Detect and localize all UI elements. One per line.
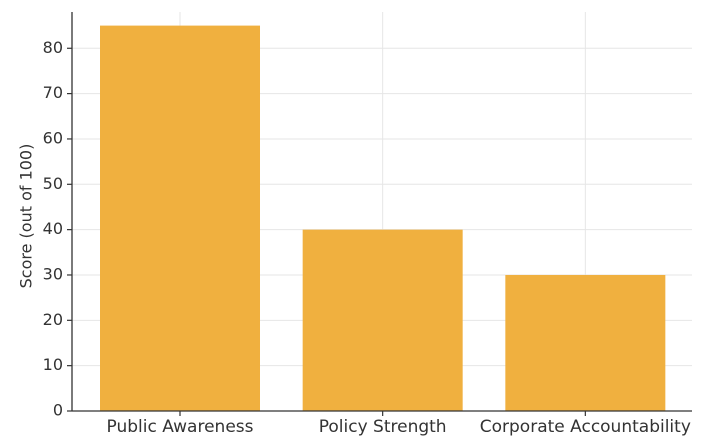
y-tick-label: 30 xyxy=(43,264,63,283)
y-ticks: 0 10 20 30 40 50 60 70 80 xyxy=(43,38,72,420)
x-category-label: Corporate Accountability xyxy=(480,417,691,437)
y-tick-label: 70 xyxy=(43,83,63,102)
y-tick-label: 10 xyxy=(43,355,63,374)
bars xyxy=(100,25,666,412)
x-category-label: Public Awareness xyxy=(107,417,254,437)
x-category-labels: Public Awareness Policy Strength Corporate… xyxy=(107,411,691,437)
bar xyxy=(100,25,260,412)
bar xyxy=(302,229,463,411)
y-tick-label: 0 xyxy=(53,401,63,420)
y-axis-title: Score (out of 100) xyxy=(17,144,36,289)
y-tick-label: 80 xyxy=(43,38,63,57)
y-tick-label: 60 xyxy=(43,128,63,147)
bar xyxy=(505,274,666,411)
axes xyxy=(71,12,692,412)
y-tick-label: 50 xyxy=(43,174,63,193)
y-tick-label: 40 xyxy=(43,219,63,238)
x-category-label: Policy Strength xyxy=(319,417,447,437)
y-tick-label: 20 xyxy=(43,310,63,329)
